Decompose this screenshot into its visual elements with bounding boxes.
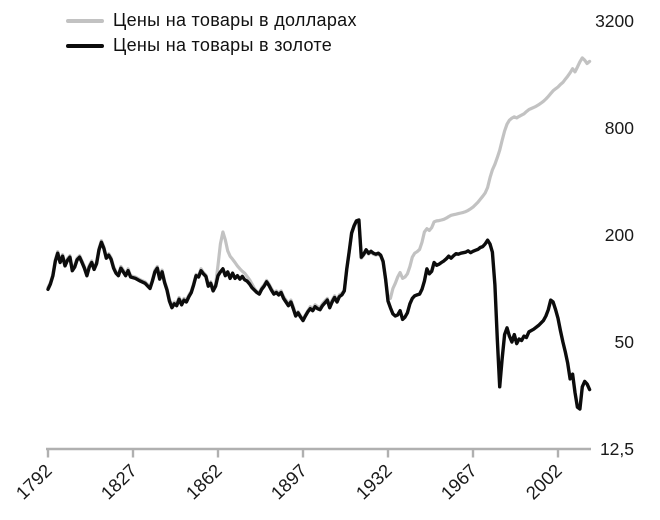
- x-tick-label-2002: 2002: [522, 460, 566, 504]
- x-tick-label-1897: 1897: [267, 460, 311, 504]
- y-tick-label-50: 50: [615, 332, 635, 352]
- dollars-series-swatch-icon: [66, 18, 104, 23]
- series-line-dollars: [46, 56, 592, 321]
- y-tick-label-800: 800: [605, 118, 634, 138]
- legend-item-gold: Цены на товары в золоте: [66, 33, 357, 58]
- legend-label-dollars: Цены на товары в долларах: [113, 10, 357, 30]
- x-tick-label-1862: 1862: [182, 460, 226, 504]
- legend-label-gold: Цены на товары в золоте: [113, 35, 333, 55]
- legend: Цены на товары в долларах Цены на товары…: [66, 8, 357, 58]
- x-tick-label-1932: 1932: [352, 460, 396, 504]
- x-tick-label-1827: 1827: [97, 460, 141, 504]
- y-tick-label-12.5: 12,5: [600, 439, 634, 459]
- gold-series-swatch-icon: [66, 43, 104, 48]
- x-tick-label-1792: 1792: [12, 460, 56, 504]
- x-tick-label-1967: 1967: [437, 460, 481, 504]
- legend-item-dollars: Цены на товары в долларах: [66, 8, 357, 33]
- series-line-gold: [46, 218, 592, 411]
- y-tick-label-200: 200: [605, 225, 634, 245]
- y-tick-label-3200: 3200: [595, 11, 634, 31]
